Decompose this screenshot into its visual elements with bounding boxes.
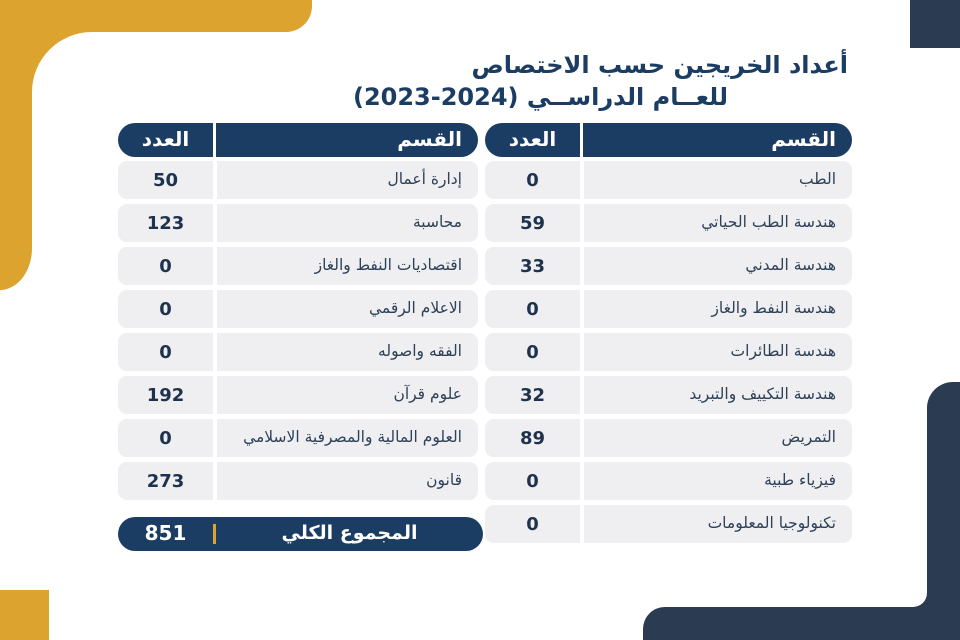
count-cell: 0 <box>118 419 213 457</box>
table-row: محاسبة 123 <box>118 204 478 242</box>
department-cell: الطب <box>584 161 852 199</box>
gold-corner-fillet <box>32 32 92 92</box>
table-row: الطب 0 <box>485 161 852 199</box>
table-header: القسم العدد <box>118 123 478 157</box>
department-cell: هندسة النفط والغاز <box>584 290 852 328</box>
fillet-cut <box>32 32 92 92</box>
count-cell: 0 <box>485 462 580 500</box>
gold-bottom-left-square <box>0 590 49 640</box>
count-cell: 59 <box>485 204 580 242</box>
count-cell: 0 <box>118 333 213 371</box>
grand-total-label: المجموع الكلي <box>281 521 418 544</box>
fillet-cut <box>913 593 927 607</box>
department-cell: إدارة أعمال <box>217 161 478 199</box>
page-title-line2: للعــام الدراســي (2024-2023) <box>352 83 728 111</box>
count-cell: 0 <box>118 290 213 328</box>
page-title-line1: أعداد الخريجين حسب الاختصاص <box>471 51 848 79</box>
count-cell: 273 <box>118 462 213 500</box>
count-cell: 0 <box>118 247 213 285</box>
count-column-header: العدد <box>485 123 580 157</box>
count-cell: 32 <box>485 376 580 414</box>
department-column-header: القسم <box>583 123 852 157</box>
department-cell: الاعلام الرقمي <box>217 290 478 328</box>
navy-top-right-rect <box>910 0 960 48</box>
count-cell: 0 <box>485 290 580 328</box>
department-cell: هندسة المدني <box>584 247 852 285</box>
count-cell: 89 <box>485 419 580 457</box>
department-cell: اقتصاديات النفط والغاز <box>217 247 478 285</box>
count-cell: 50 <box>118 161 213 199</box>
department-cell: محاسبة <box>217 204 478 242</box>
table-row: هندسة التكييف والتبريد 32 <box>485 376 852 414</box>
table-row: تكنولوجيا المعلومات 0 <box>485 505 852 543</box>
department-cell: هندسة الطائرات <box>584 333 852 371</box>
department-column-header: القسم <box>216 123 478 157</box>
table-row: اقتصاديات النفط والغاز 0 <box>118 247 478 285</box>
department-cell: العلوم المالية والمصرفية الاسلامي <box>217 419 478 457</box>
department-cell: التمريض <box>584 419 852 457</box>
grand-total-bar: المجموع الكلي 851 <box>118 517 483 551</box>
table-row: هندسة النفط والغاز 0 <box>485 290 852 328</box>
table-header: القسم العدد <box>485 123 852 157</box>
table-row: قانون 273 <box>118 462 478 500</box>
navy-corner-fillet <box>913 593 927 607</box>
navy-corner-right-band <box>927 382 960 640</box>
gold-corner-top-band <box>0 0 312 32</box>
grand-total-value: 851 <box>144 521 187 545</box>
count-cell: 0 <box>485 333 580 371</box>
department-cell: هندسة التكييف والتبريد <box>584 376 852 414</box>
department-cell: الفقه واصوله <box>217 333 478 371</box>
count-cell: 33 <box>485 247 580 285</box>
table-row: هندسة الطب الحياتي 59 <box>485 204 852 242</box>
count-column-header: العدد <box>118 123 213 157</box>
table-row: الفقه واصوله 0 <box>118 333 478 371</box>
departments-table-left: القسم العدد إدارة أعمال 50 محاسبة 123 اق… <box>118 123 478 500</box>
table-body: إدارة أعمال 50 محاسبة 123 اقتصاديات النف… <box>118 161 478 500</box>
count-cell: 0 <box>485 505 580 543</box>
table-row: الاعلام الرقمي 0 <box>118 290 478 328</box>
department-cell: هندسة الطب الحياتي <box>584 204 852 242</box>
gold-divider <box>213 524 216 544</box>
table-row: العلوم المالية والمصرفية الاسلامي 0 <box>118 419 478 457</box>
count-cell: 192 <box>118 376 213 414</box>
navy-corner-bottom-band <box>643 607 960 640</box>
table-body: الطب 0 هندسة الطب الحياتي 59 هندسة المدن… <box>485 161 852 543</box>
count-cell: 0 <box>485 161 580 199</box>
department-cell: فيزياء طبية <box>584 462 852 500</box>
table-row: إدارة أعمال 50 <box>118 161 478 199</box>
department-cell: علوم قرآن <box>217 376 478 414</box>
count-cell: 123 <box>118 204 213 242</box>
table-row: فيزياء طبية 0 <box>485 462 852 500</box>
table-row: علوم قرآن 192 <box>118 376 478 414</box>
departments-table-right: القسم العدد الطب 0 هندسة الطب الحياتي 59… <box>485 123 852 543</box>
table-row: هندسة المدني 33 <box>485 247 852 285</box>
department-cell: تكنولوجيا المعلومات <box>584 505 852 543</box>
table-row: هندسة الطائرات 0 <box>485 333 852 371</box>
department-cell: قانون <box>217 462 478 500</box>
table-row: التمريض 89 <box>485 419 852 457</box>
gold-corner-left-band <box>0 0 32 290</box>
